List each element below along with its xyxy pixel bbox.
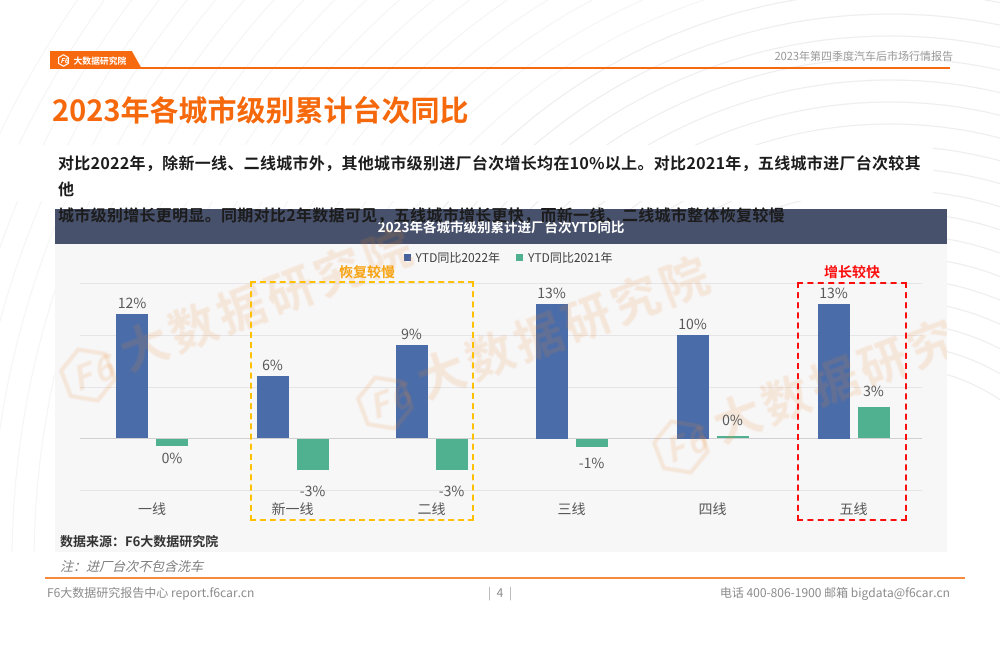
svg-text:F6: F6 <box>60 54 69 64</box>
svg-text:F6: F6 <box>63 339 124 401</box>
